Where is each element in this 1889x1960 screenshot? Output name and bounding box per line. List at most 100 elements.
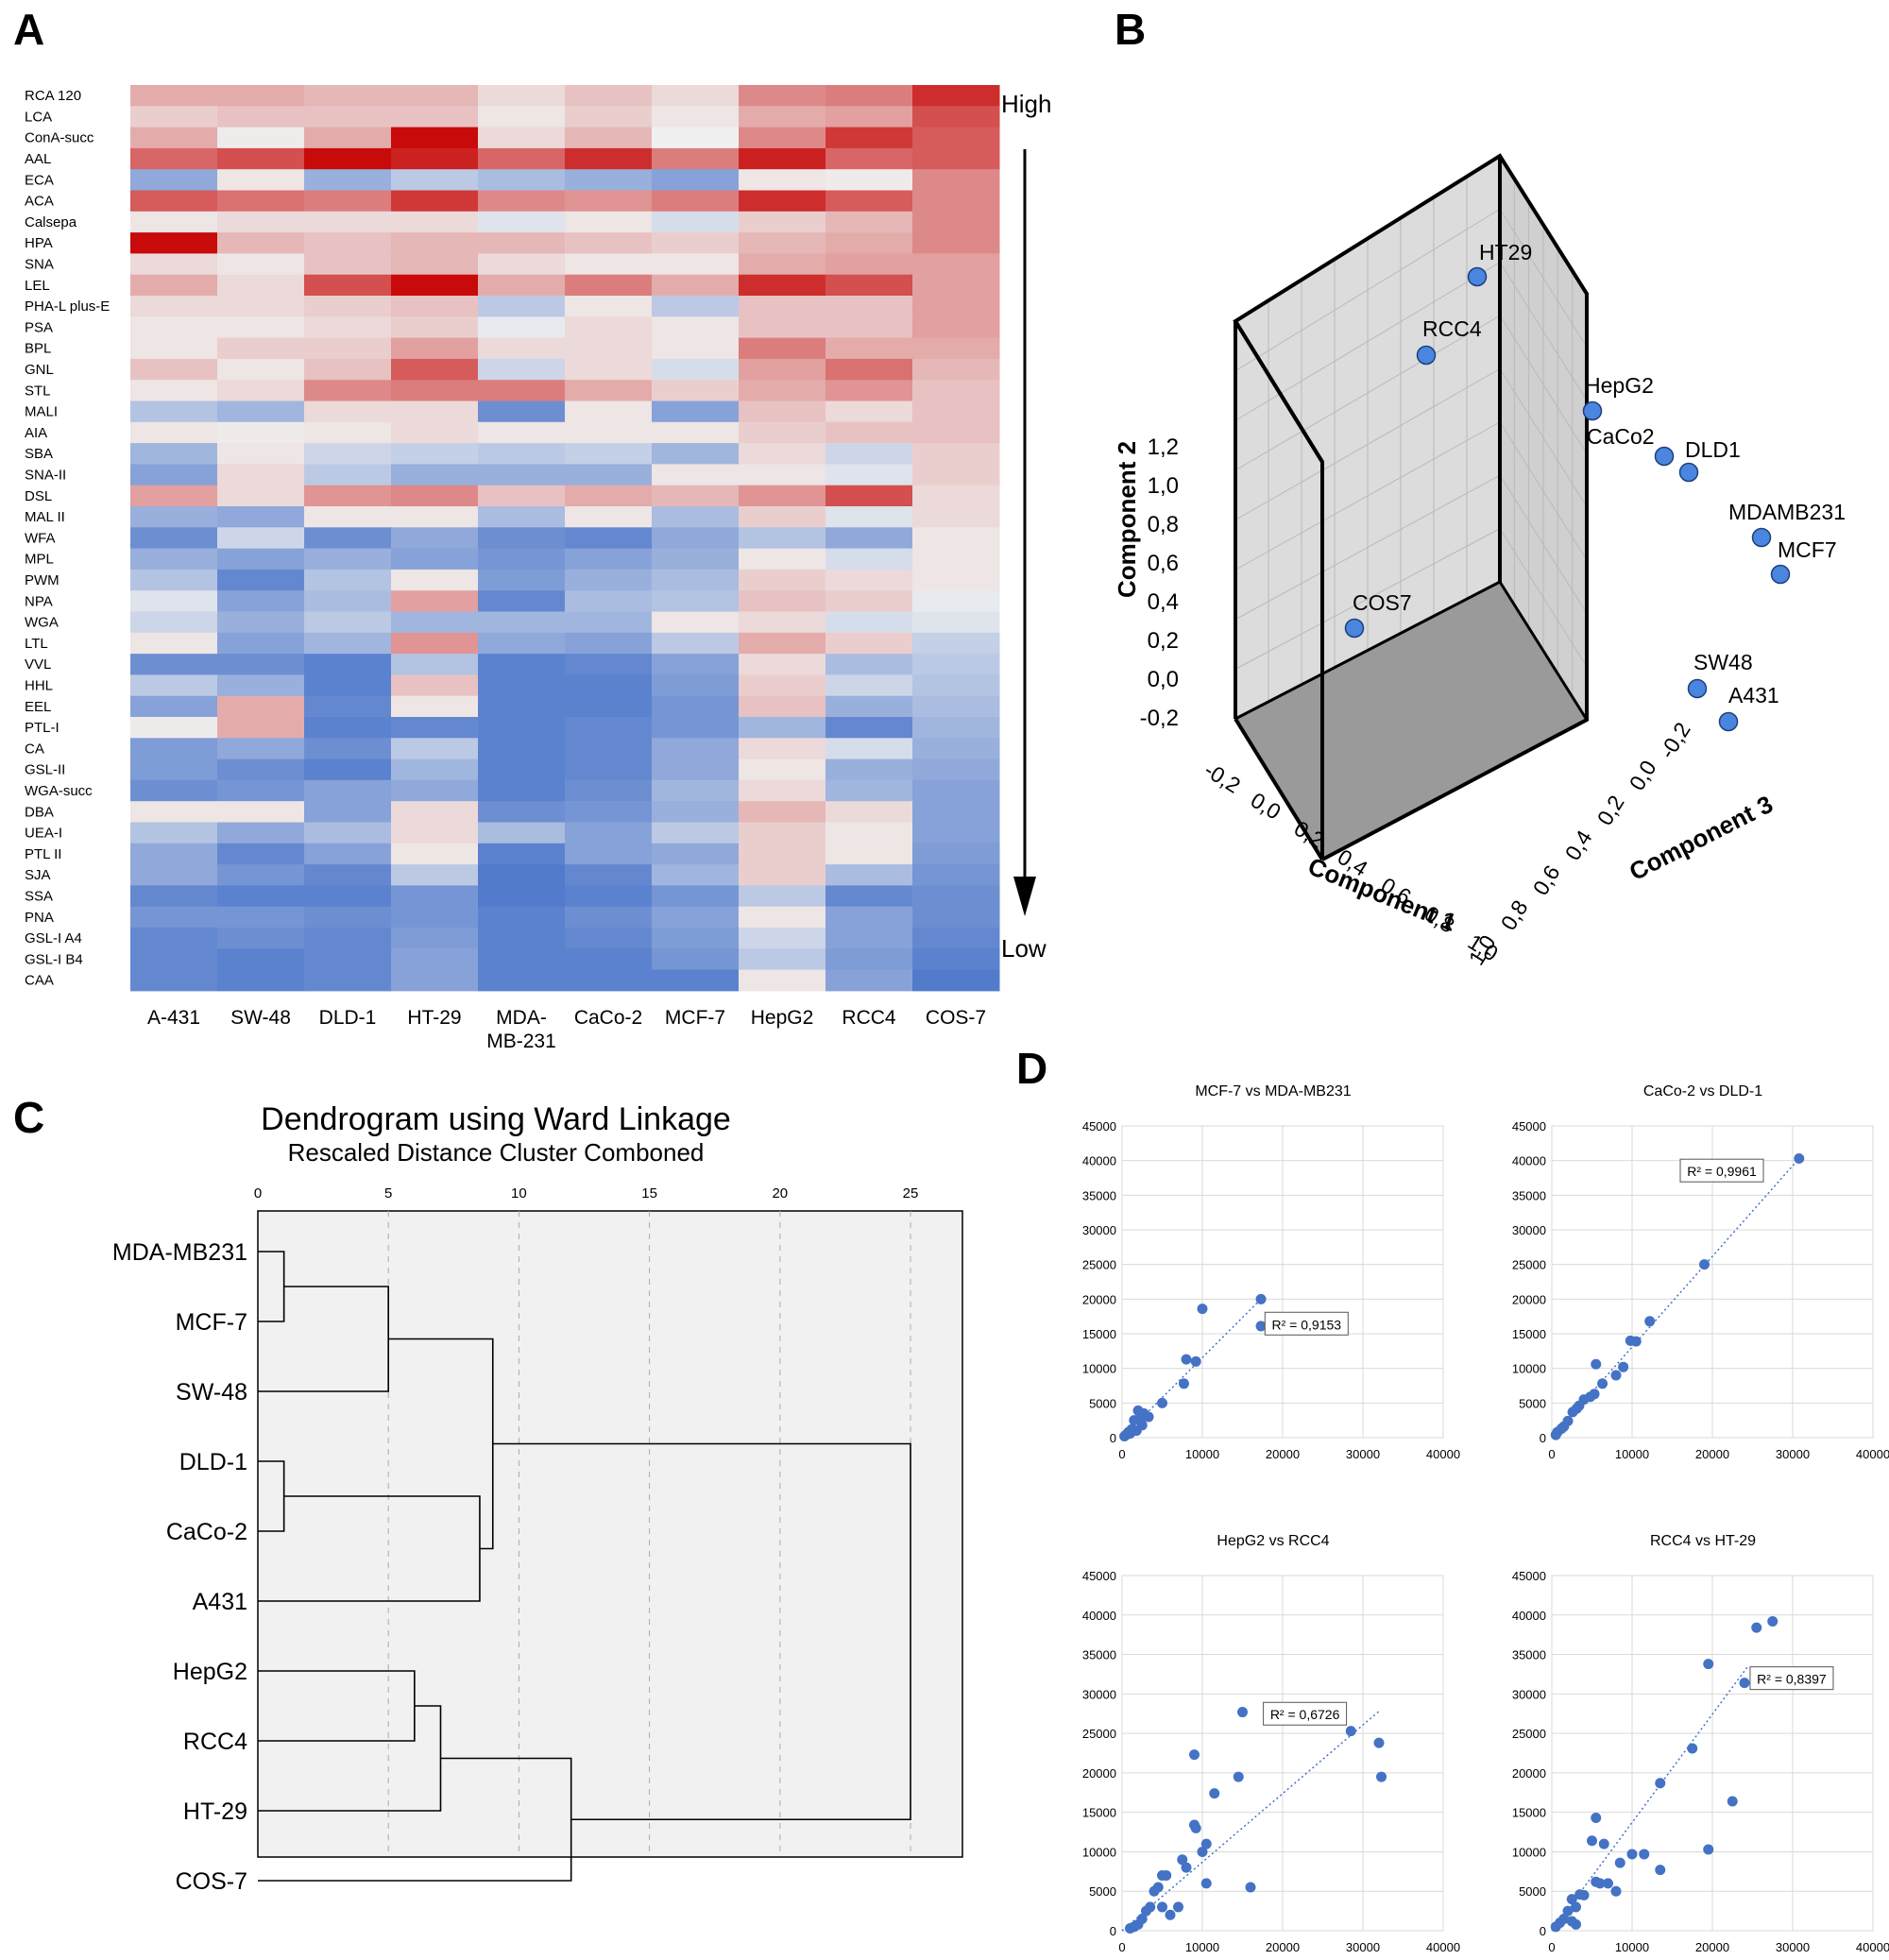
scatter-point	[1618, 1361, 1629, 1372]
heatmap-cell	[304, 232, 392, 254]
scatter-y-tick: 20000	[1082, 1766, 1116, 1781]
pca-point	[1654, 446, 1675, 467]
heatmap-cell	[912, 380, 1000, 401]
heatmap-cell	[652, 654, 740, 675]
pca-x-tick: -0,2	[1200, 758, 1245, 798]
heatmap-cell	[652, 380, 740, 401]
scatter-r2-box	[1263, 1701, 1348, 1726]
panel-letter-a: A	[13, 5, 45, 54]
scatter-y-tick: 25000	[1082, 1727, 1116, 1741]
heatmap-cell	[825, 316, 913, 339]
heatmap-cell	[912, 211, 1000, 233]
heatmap-cell	[304, 611, 392, 634]
heatmap-cell	[130, 380, 218, 401]
heatmap-cell	[478, 358, 566, 381]
heatmap-cell	[739, 274, 826, 297]
pca-z-tick: 1,0	[1464, 930, 1501, 969]
scatter-point	[1610, 1885, 1622, 1897]
heatmap-cell	[565, 738, 653, 760]
heatmap-cell	[478, 779, 566, 802]
heatmap-cell	[217, 527, 305, 550]
scatter-y-tick: 45000	[1512, 1119, 1546, 1133]
heatmap-cell	[391, 106, 479, 128]
pca-frame	[1234, 580, 1501, 721]
heatmap-cell	[391, 147, 479, 170]
pca-point-label: MDAMB231	[1728, 500, 1846, 524]
heatmap-cell	[304, 380, 392, 401]
heatmap-row-label: SSA	[25, 888, 53, 904]
heatmap-cell	[652, 506, 740, 528]
heatmap-cell	[739, 928, 826, 949]
heatmap-cell	[825, 654, 913, 675]
heatmap-cell	[478, 548, 566, 571]
pca-point	[1344, 618, 1365, 639]
heatmap-cell	[912, 885, 1000, 908]
scatter-point	[1703, 1844, 1714, 1855]
heatmap-row-label: DSL	[25, 488, 52, 504]
heatmap-cell	[652, 969, 740, 992]
heatmap-cell	[565, 296, 653, 317]
heatmap-col-label: SW-48	[230, 1007, 291, 1029]
scatter-point	[1751, 1622, 1762, 1633]
heatmap-cell	[652, 864, 740, 886]
heatmap-cell	[478, 316, 566, 339]
heatmap-cell	[825, 401, 913, 423]
scatter-x-tick: 40000	[1426, 1447, 1460, 1461]
heatmap-cell	[912, 127, 1000, 149]
heatmap-cell	[739, 611, 826, 634]
heatmap-cell	[825, 801, 913, 823]
heatmap-cell	[825, 211, 913, 233]
heatmap-cell	[912, 969, 1000, 992]
dendrogram-subtitle: Rescaled Distance Cluster Combоned	[288, 1138, 705, 1167]
heatmap-cell	[217, 569, 305, 591]
scatter-y-tick: 20000	[1512, 1766, 1546, 1781]
heatmap-cell	[304, 358, 392, 381]
scatter-y-tick: 40000	[1082, 1609, 1116, 1623]
heatmap-cell	[391, 232, 479, 254]
heatmap-cell	[130, 401, 218, 423]
dendrogram-tick: 10	[511, 1185, 527, 1202]
heatmap-cell	[912, 527, 1000, 550]
heatmap-cell	[217, 190, 305, 213]
heatmap-cell	[130, 190, 218, 213]
heatmap-cell	[130, 443, 218, 465]
heatmap-row-label: HPA	[25, 235, 53, 251]
heatmap-cell	[478, 211, 566, 233]
heatmap-cell	[912, 296, 1000, 317]
heatmap-cell	[652, 421, 740, 444]
scatter-title: HepG2 vs RCC4	[1217, 1533, 1329, 1549]
heatmap-cell	[304, 527, 392, 550]
scatter-point	[1597, 1378, 1608, 1389]
heatmap-cell	[912, 822, 1000, 844]
heatmap-cell	[130, 695, 218, 718]
heatmap-cell	[391, 611, 479, 634]
heatmap-row-label: WGA-succ	[25, 783, 93, 799]
heatmap-cell	[391, 948, 479, 971]
heatmap-cell	[304, 758, 392, 781]
scatter-point	[1134, 1414, 1146, 1425]
heatmap-cell	[217, 906, 305, 929]
heatmap-cell	[478, 758, 566, 781]
heatmap-row-label: GSL-I A4	[25, 930, 82, 946]
scatter-r2-label: R² = 0,9961	[1687, 1164, 1757, 1179]
panel-letter-c: C	[13, 1093, 45, 1142]
heatmap-cell	[825, 232, 913, 254]
pca-3d-chart: -0,20,00,20,40,60,81,01,2-0,20,00,20,40,…	[1113, 153, 1846, 969]
pca-z-tick: 0,8	[1496, 895, 1533, 934]
heatmap-row-label: PWM	[25, 572, 60, 588]
heatmap-col-label: DLD-1	[319, 1007, 377, 1029]
scatter-point	[1644, 1316, 1656, 1327]
heatmap-cell	[217, 211, 305, 233]
pca-grid-line	[1234, 208, 1501, 372]
heatmap-cell	[304, 211, 392, 233]
heatmap-cell	[391, 274, 479, 297]
pca-point-label: DLD1	[1685, 437, 1741, 462]
heatmap-cell	[478, 674, 566, 697]
heatmap-cell	[739, 316, 826, 339]
heatmap-cell	[130, 801, 218, 823]
scatter-point	[1190, 1355, 1201, 1367]
scatter-point	[1178, 1378, 1189, 1389]
heatmap-cell	[391, 717, 479, 739]
heatmap-col-label: MCF-7	[665, 1007, 725, 1029]
heatmap-cell	[739, 738, 826, 760]
